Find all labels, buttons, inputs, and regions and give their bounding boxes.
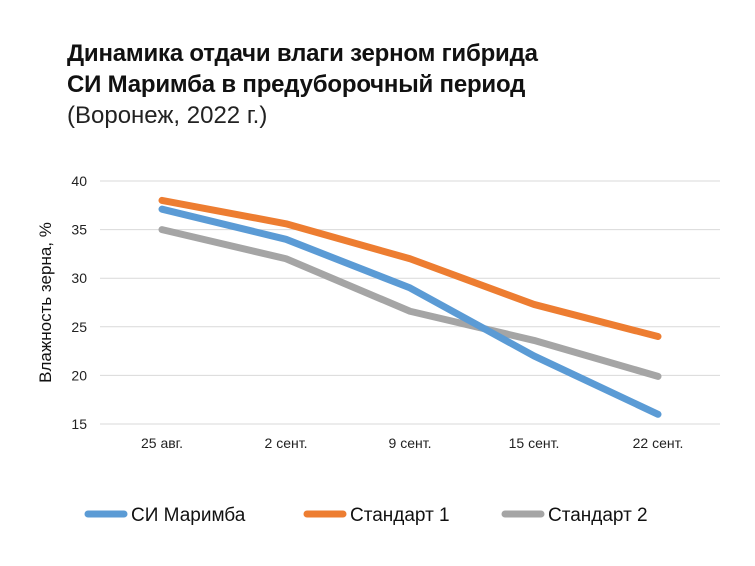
y-tick-label: 40 (71, 173, 87, 189)
y-tick-label: 25 (71, 319, 87, 335)
x-tick-label: 15 сент. (509, 435, 560, 451)
series-lines (158, 196, 662, 418)
y-tick-label: 15 (71, 416, 87, 432)
x-tick-label: 22 сент. (633, 435, 684, 451)
y-tick-label: 35 (71, 222, 87, 238)
legend-label-1: СИ Маримба (131, 505, 246, 526)
x-tick-label: 25 авг. (141, 435, 183, 451)
series-line-3 (158, 226, 662, 380)
y-tick-label: 30 (71, 270, 87, 286)
x-tick-label: 9 сент. (389, 435, 432, 451)
legend-label-2: Стандарт 1 (350, 505, 450, 526)
chart-title-line-2: СИ Маримба в предуборочный период (67, 71, 526, 98)
chart-title-line-1: Динамика отдачи влаги зерном гибрида (67, 40, 538, 67)
legend: СИ Маримба Стандарт 1 Стандарт 2 (84, 505, 648, 526)
x-tick-label: 2 сент. (265, 435, 308, 451)
legend-label-3: Стандарт 2 (548, 505, 648, 526)
y-tick-label: 20 (71, 367, 87, 383)
y-axis-label: Влажность зерна, % (36, 222, 55, 383)
y-axis-ticks: 15 20 25 30 35 40 (71, 173, 87, 432)
x-axis-ticks: 25 авг. 2 сент. 9 сент. 15 сент. 22 сент. (141, 435, 683, 451)
chart-title-block: Динамика отдачи влаги зерном гибрида СИ … (67, 38, 538, 131)
series-line-2 (158, 196, 662, 341)
gridlines (100, 180, 720, 425)
series-line-1 (158, 205, 662, 418)
chart-subtitle: (Воронеж, 2022 г.) (67, 102, 268, 129)
